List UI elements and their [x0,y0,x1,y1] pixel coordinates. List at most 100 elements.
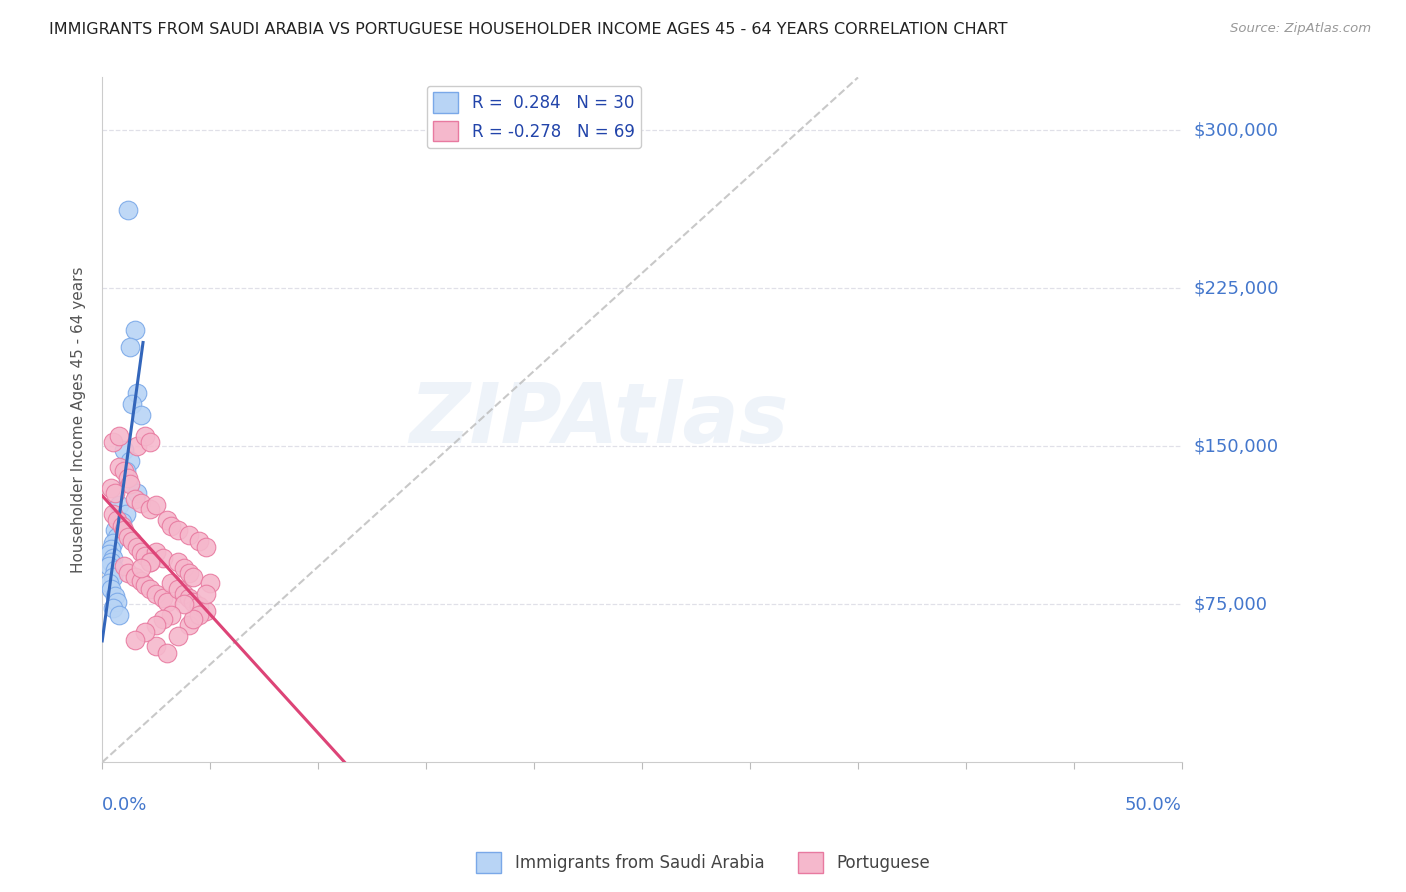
Point [129,496,152,510]
Point [120,454,142,468]
Point [115,465,138,479]
Point [112,524,135,538]
Point [125,485,148,500]
Text: ZIPAtlas: ZIPAtlas [409,379,789,460]
Point [177,591,200,605]
Point [112,559,135,574]
Point [111,519,134,533]
Point [198,576,221,591]
Point [177,527,200,541]
Point [101,601,124,615]
Point [134,624,156,639]
Point [101,570,124,584]
Point [160,576,183,591]
Point [181,612,204,626]
Point [117,566,139,580]
Point [188,607,211,622]
Point [125,439,148,453]
Point [138,502,160,516]
Point [112,443,135,458]
Point [145,498,167,512]
Point [104,485,127,500]
Point [121,397,143,411]
Text: Source: ZipAtlas.com: Source: ZipAtlas.com [1230,22,1371,36]
Point [194,603,217,617]
Point [138,555,160,569]
Text: $75,000: $75,000 [1194,595,1267,613]
Point [115,507,138,521]
Point [97,576,120,591]
Point [105,595,128,609]
Text: $300,000: $300,000 [1194,121,1278,139]
Point [101,550,124,565]
Point [108,428,131,442]
Point [125,541,148,555]
Point [100,481,122,495]
Point [120,340,142,354]
Point [156,595,179,609]
Point [177,618,200,632]
Point [177,566,200,580]
Point [166,582,188,597]
Point [120,477,142,491]
Point [108,460,131,475]
Point [173,561,195,575]
Point [138,434,160,449]
Point [188,599,211,614]
Point [101,536,124,550]
Point [100,582,122,597]
Point [145,544,167,558]
Point [104,564,127,578]
Point [108,607,131,622]
Point [129,561,152,575]
Point [108,498,131,512]
Point [166,629,188,643]
Point [101,434,124,449]
Point [194,541,217,555]
Text: IMMIGRANTS FROM SAUDI ARABIA VS PORTUGUESE HOUSEHOLDER INCOME AGES 45 - 64 YEARS: IMMIGRANTS FROM SAUDI ARABIA VS PORTUGUE… [49,22,1008,37]
Point [105,513,128,527]
Legend: Immigrants from Saudi Arabia, Portuguese: Immigrants from Saudi Arabia, Portuguese [470,846,936,880]
Point [129,544,152,558]
Point [97,547,120,561]
Point [145,640,167,654]
Point [173,587,195,601]
Point [105,530,128,544]
Point [104,524,127,538]
Point [173,597,195,611]
Point [101,507,124,521]
Point [160,607,183,622]
Text: 50.0%: 50.0% [1125,797,1182,814]
Text: $225,000: $225,000 [1194,279,1278,297]
Point [117,530,139,544]
Point [156,513,179,527]
Y-axis label: Householder Income Ages 45 - 64 years: Householder Income Ages 45 - 64 years [72,267,86,573]
Point [152,591,174,605]
Point [160,519,183,533]
Point [100,555,122,569]
Point [188,533,211,548]
Point [145,618,167,632]
Point [129,574,152,588]
Point [97,559,120,574]
Point [117,471,139,485]
Point [181,595,204,609]
Point [100,542,122,557]
Text: $150,000: $150,000 [1194,437,1278,455]
Point [134,549,156,563]
Point [138,582,160,597]
Point [138,555,160,569]
Point [121,533,143,548]
Point [117,203,139,218]
Point [134,428,156,442]
Point [166,555,188,569]
Point [152,550,174,565]
Point [104,589,127,603]
Point [125,386,148,401]
Point [166,524,188,538]
Point [181,570,204,584]
Point [124,570,146,584]
Point [152,612,174,626]
Point [129,408,152,422]
Point [156,646,179,660]
